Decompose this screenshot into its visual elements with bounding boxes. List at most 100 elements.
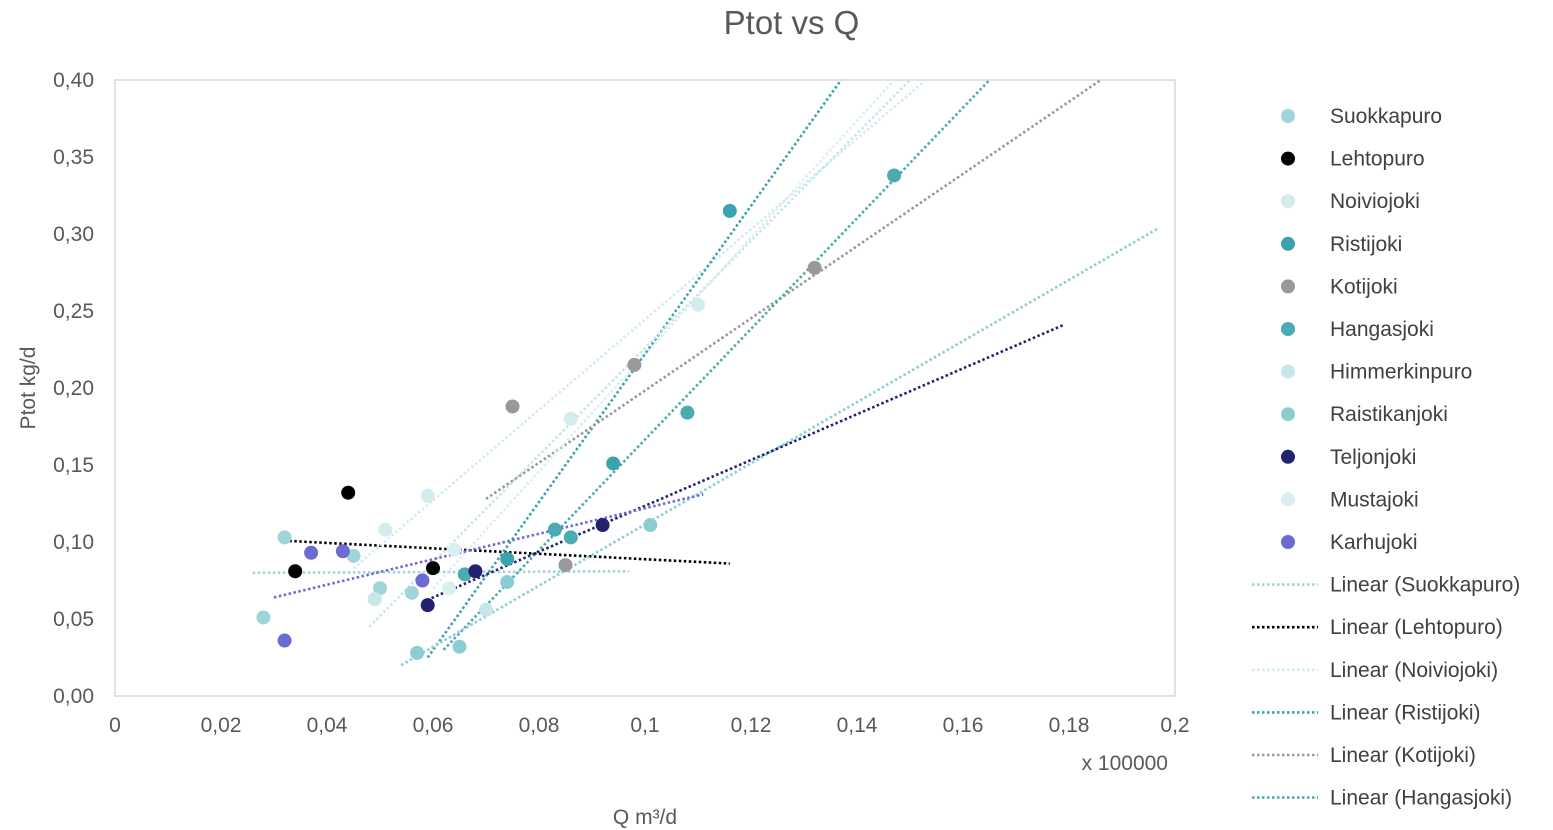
legend-marker [1281, 364, 1295, 379]
legend-label: Linear (Kotijoki) [1330, 744, 1476, 767]
legend-item: Mustajoki [1281, 488, 1419, 511]
legend-label: Linear (Lehtopuro) [1330, 616, 1503, 639]
legend: Suokkapuro Lehtopuro Noiviojoki Ristijoki Ko… [1252, 105, 1520, 810]
point-mustajoki [447, 542, 462, 557]
point-kotijoki [627, 357, 642, 372]
legend-marker [1281, 449, 1295, 464]
point-suokkapuro [277, 530, 292, 545]
point-teljonjoki [595, 518, 610, 533]
point-lehtopuro [426, 561, 440, 576]
legend-item: Linear (Kotijoki) [1252, 744, 1476, 767]
legend-marker [1281, 407, 1295, 422]
x-tick-label: 0,2 [1160, 714, 1189, 737]
x-tick-label: 0,14 [837, 714, 878, 737]
trendline-karhujoki [273, 492, 704, 599]
point-kotijoki [807, 260, 822, 275]
point-kotijoki [558, 558, 573, 573]
point-noiviojoki [420, 488, 435, 503]
legend-label: Suokkapuro [1330, 105, 1442, 128]
legend-label: Karhujoki [1330, 531, 1418, 554]
y-tick-label: 0,30 [53, 223, 94, 246]
point-karhujoki [304, 545, 319, 560]
point-hangasjoki [547, 522, 562, 537]
legend-label: Linear (Noiviojoki) [1330, 659, 1498, 682]
legend-item: Linear (Suokkapuro) [1252, 574, 1520, 597]
y-tick-label: 0,25 [53, 300, 94, 323]
point-kotijoki [505, 399, 520, 414]
legend-item: Suokkapuro [1281, 105, 1442, 128]
point-raistikanjoki [452, 639, 467, 654]
trendline-mustajoki [432, 79, 896, 590]
point-raistikanjoki [643, 518, 658, 533]
trendline-teljonjoki [421, 323, 1065, 604]
legend-label: Mustajoki [1330, 488, 1419, 511]
legend-item: Linear (Ristijoki) [1252, 701, 1481, 724]
x-tick-label: 0,16 [943, 714, 984, 737]
x-tick-label: 0,04 [307, 714, 348, 737]
x-axis-multiplier: x 100000 [1082, 752, 1168, 775]
point-ristijoki [500, 551, 515, 566]
legend-label: Himmerkinpuro [1330, 361, 1472, 384]
legend-marker [1281, 109, 1295, 123]
point-karhujoki [277, 633, 292, 648]
legend-label: Lehtopuro [1330, 148, 1425, 171]
point-suokkapuro [404, 585, 419, 600]
legend-marker [1281, 322, 1295, 336]
legend-item: Linear (Noiviojoki) [1252, 659, 1498, 682]
legend-item: Raistikanjoki [1281, 403, 1448, 426]
legend-marker [1281, 535, 1295, 549]
x-tick-label: 0,02 [201, 714, 242, 737]
point-teljonjoki [468, 564, 483, 579]
x-tick-label: 0,18 [1049, 714, 1090, 737]
legend-item: Teljonjoki [1281, 446, 1416, 469]
y-tick-label: 0,05 [53, 608, 94, 631]
trendline-himmerkinpuro [368, 79, 911, 628]
y-axis-title: Ptot kg/d [17, 347, 40, 430]
y-tick-label: 0,40 [53, 69, 94, 92]
legend-label: Raistikanjoki [1330, 403, 1448, 426]
legend-item: Karhujoki [1281, 531, 1418, 554]
point-suokkapuro [256, 610, 271, 625]
legend-item: Noiviojoki [1281, 190, 1420, 213]
legend-label: Ristijoki [1330, 233, 1402, 256]
point-karhujoki [335, 544, 350, 559]
y-tick-labels: 0,00 0,05 0,10 0,15 0,20 0,25 0,30 0,35 0,40 [53, 69, 94, 708]
point-ristijoki [722, 203, 737, 218]
legend-label: Linear (Ristijoki) [1330, 701, 1481, 724]
point-himmerkinpuro [479, 602, 493, 617]
legend-label: Noiviojoki [1330, 190, 1420, 213]
data-points [256, 168, 902, 660]
point-hangasjoki [457, 567, 472, 582]
point-suokkapuro [346, 548, 361, 563]
point-himmerkinpuro [367, 591, 382, 606]
legend-marker [1281, 151, 1295, 166]
x-tick-labels: 0 0,02 0,04 0,06 0,08 0,1 0,12 0,14 0,16 0,18 0,2 [109, 714, 1189, 737]
legend-item: Kotijoki [1281, 275, 1398, 298]
point-noiviojoki [691, 297, 705, 312]
point-noiviojoki [563, 411, 578, 426]
legend-label: Linear (Suokkapuro) [1330, 574, 1520, 597]
legend-marker [1281, 492, 1295, 507]
trendline-raistikanjoki [400, 226, 1160, 667]
plot-area [114, 79, 1176, 697]
legend-item: Linear (Hangasjoki) [1252, 787, 1512, 810]
chart-title: Ptot vs Q [723, 4, 860, 41]
legend-item: Hangasjoki [1281, 318, 1434, 341]
x-tick-label: 0,08 [519, 714, 560, 737]
point-suokkapuro [373, 581, 387, 596]
legend-label: Hangasjoki [1330, 318, 1434, 341]
x-tick-label: 0,12 [731, 714, 772, 737]
legend-marker [1281, 194, 1295, 209]
legend-marker [1281, 279, 1295, 294]
y-tick-label: 0,10 [53, 531, 94, 554]
point-raistikanjoki [500, 575, 515, 590]
legend-item: Himmerkinpuro [1281, 361, 1472, 384]
point-karhujoki [415, 573, 430, 588]
y-tick-label: 0,00 [53, 685, 94, 708]
y-tick-label: 0,20 [53, 377, 94, 400]
legend-marker [1281, 236, 1295, 251]
point-raistikanjoki [410, 645, 425, 660]
trendline-kotijoki [485, 78, 1102, 500]
legend-label: Teljonjoki [1330, 446, 1416, 469]
